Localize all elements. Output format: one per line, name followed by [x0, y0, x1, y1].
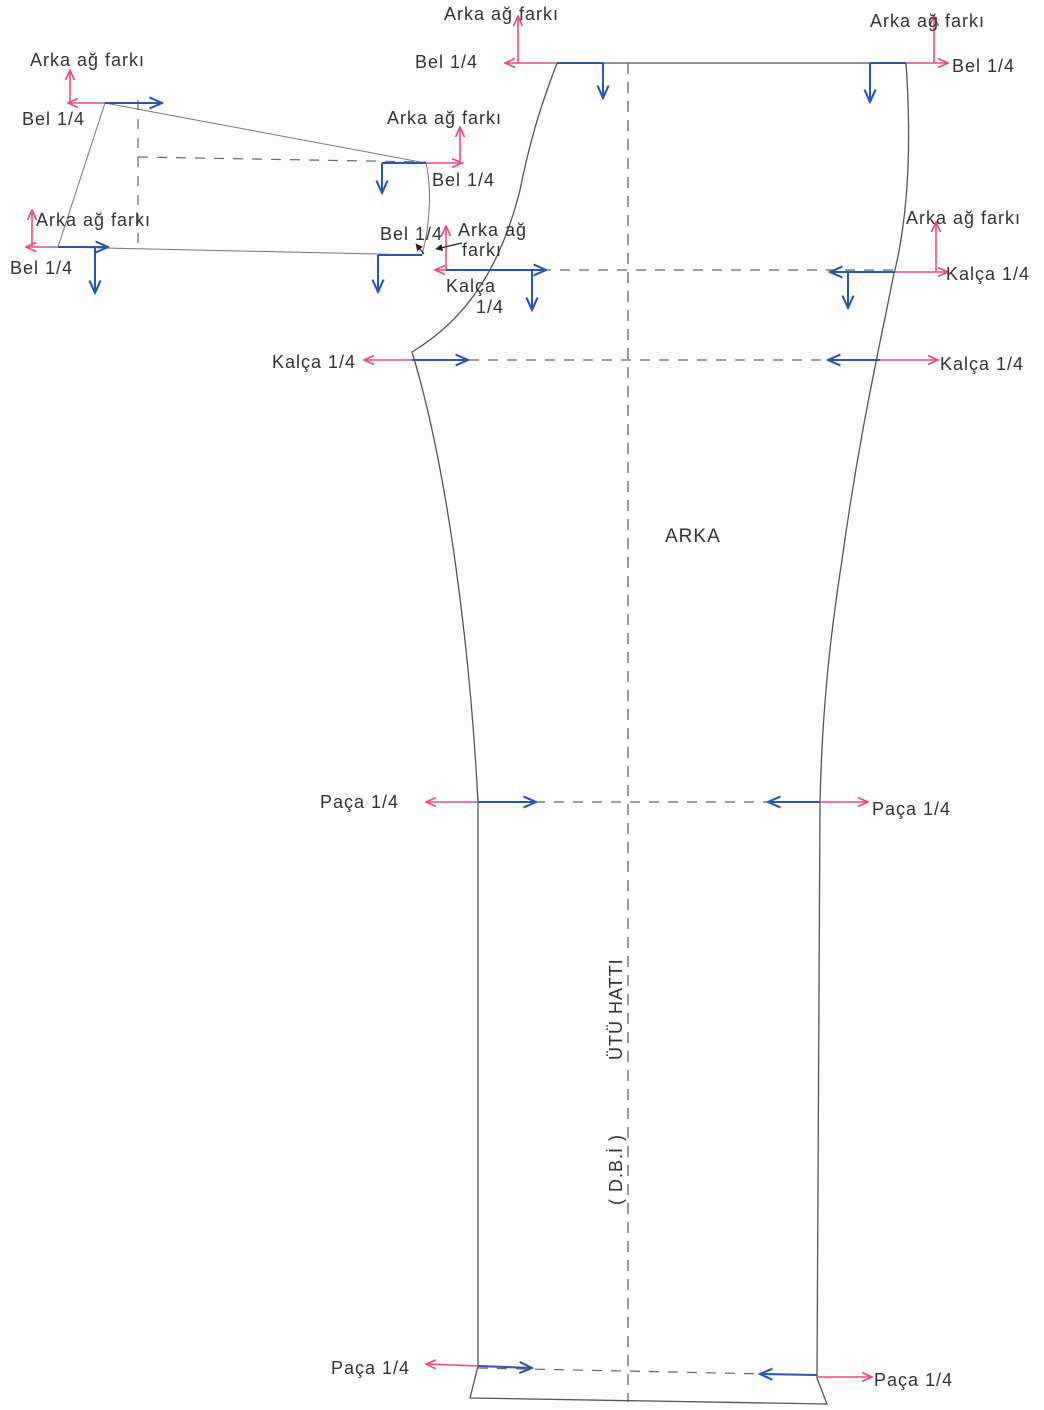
- label-waist-yoke-top: Bel 1/4: [22, 109, 85, 129]
- label-waist-yoke-center: Bel 1/4: [380, 224, 443, 244]
- back-trouser-piece: [411, 62, 910, 1405]
- label-hip-left: Kalça 1/4: [272, 352, 356, 372]
- label-back-diff-split-2: farkı: [462, 240, 502, 260]
- yoke-outline: [57, 102, 430, 256]
- grain-line-label: ÜTÜ HATTI: [606, 958, 626, 1060]
- label-back-diff-split-1: Arka ağ: [458, 220, 527, 240]
- label-back-diff-yoke-top: Arka ağ farkı: [30, 50, 145, 70]
- piece-outline: [411, 62, 910, 1405]
- label-waist-top: Bel 1/4: [415, 52, 478, 72]
- label-hem-left: Paça 1/4: [331, 1358, 410, 1378]
- label-waist-top-right: Bel 1/4: [952, 56, 1015, 76]
- blue-arrows: [58, 62, 906, 1375]
- waist-yoke-piece: [57, 100, 430, 256]
- label-hip-small-1: Kalça: [446, 276, 496, 296]
- label-hip-upper-right: Kalça 1/4: [946, 264, 1030, 284]
- yoke-mid-line: [137, 156, 427, 163]
- grain-line-note: ( D.B.İ ): [606, 1134, 626, 1205]
- piece-title: ARKA: [665, 526, 721, 547]
- label-knee-left: Paça 1/4: [320, 792, 399, 812]
- label-back-diff-hip-right: Arka ağ farkı: [906, 208, 1021, 228]
- label-hip-right: Kalça 1/4: [940, 354, 1024, 374]
- label-back-diff-top: Arka ağ farkı: [444, 4, 559, 24]
- label-waist-yoke-left: Bel 1/4: [10, 258, 73, 278]
- pink-arrows: [26, 16, 948, 1377]
- labels: Arka ağ farkı Arka ağ farkı Arka ağ fark…: [10, 4, 1030, 1390]
- label-waist-yoke-right: Bel 1/4: [432, 170, 495, 190]
- label-hem-right: Paça 1/4: [874, 1370, 953, 1390]
- label-back-diff-top-right: Arka ağ farkı: [870, 11, 985, 31]
- label-hip-small-2: 1/4: [476, 297, 504, 317]
- pointer-arrows: [415, 242, 463, 255]
- label-knee-right: Paça 1/4: [872, 799, 951, 819]
- label-back-diff-yoke-right: Arka ağ farkı: [387, 108, 502, 128]
- label-back-diff-yoke-left: Arka ağ farkı: [36, 210, 151, 230]
